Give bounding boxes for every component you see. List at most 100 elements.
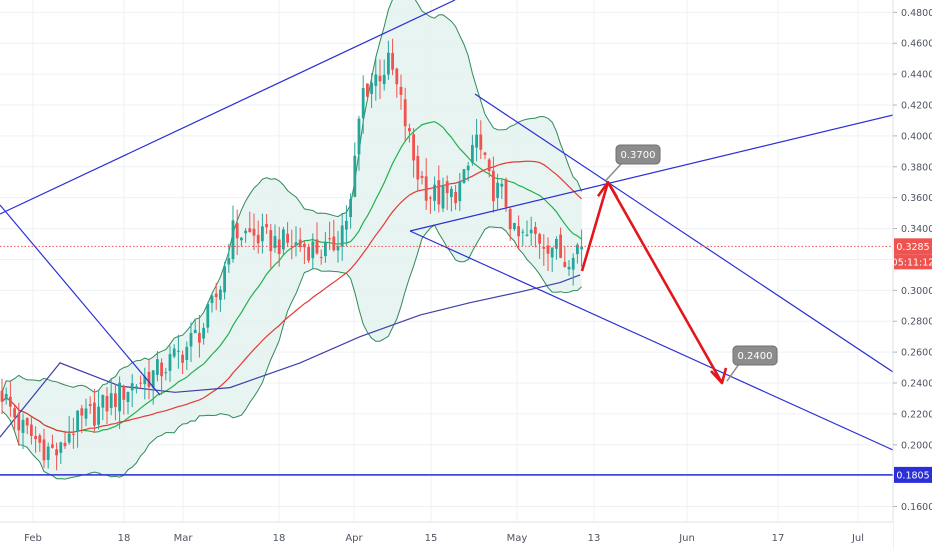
candle-body-78 — [328, 238, 331, 240]
support-price-label: 0.1805 — [896, 470, 929, 481]
candle-body-46 — [193, 329, 197, 334]
candle-body-87 — [366, 83, 369, 97]
candle-body-71 — [298, 239, 302, 248]
trendline-0 — [0, 0, 456, 215]
x-tick-label-4: Apr — [345, 533, 363, 544]
candle-body-90 — [378, 75, 382, 82]
y-tick-label-14: 0.2000 — [901, 440, 932, 451]
candle-body-86 — [361, 88, 365, 119]
candle-body-116 — [487, 159, 491, 171]
candle-body-32 — [135, 386, 138, 388]
y-tick-label-2: 0.4400 — [901, 70, 932, 81]
candle-body-25 — [105, 396, 109, 412]
y-tick-label-11: 0.2600 — [901, 348, 932, 359]
bollinger-upper — [1, 0, 583, 393]
candle-body-65 — [273, 236, 277, 249]
candle-body-61 — [256, 234, 260, 244]
candle-body-108 — [454, 191, 457, 204]
candle-body-72 — [303, 243, 306, 248]
candle-body-63 — [265, 223, 268, 228]
y-tick-label-5: 0.3800 — [901, 162, 932, 173]
candle-body-40 — [168, 354, 172, 371]
candle-body-95 — [399, 86, 403, 95]
candle-body-62 — [261, 226, 264, 242]
candle-body-138 — [580, 246, 583, 250]
candle-body-66 — [277, 239, 281, 254]
candle-body-37 — [156, 359, 159, 375]
x-tick-label-8: Jun — [678, 533, 695, 544]
candle-body-104 — [437, 180, 441, 205]
arrow-head-down — [710, 367, 728, 385]
candle-body-107 — [450, 188, 453, 198]
candle-body-92 — [387, 52, 390, 75]
candle-body-112 — [471, 145, 474, 163]
candle-body-26 — [109, 393, 113, 409]
candle-body-75 — [315, 239, 319, 254]
x-tick-label-6: May — [507, 533, 528, 544]
x-tick-label-5: 15 — [425, 533, 438, 544]
candle-body-10 — [42, 439, 46, 461]
candle-body-35 — [147, 371, 151, 388]
candle-body-88 — [370, 82, 373, 95]
candle-body-74 — [311, 241, 315, 259]
candle-body-33 — [139, 382, 142, 384]
candle-body-73 — [307, 247, 310, 261]
candle-body-28 — [118, 382, 121, 412]
y-tick-label-3: 0.4200 — [901, 101, 932, 112]
y-tick-label-6: 0.3600 — [901, 193, 932, 204]
candle-body-3 — [13, 408, 16, 418]
candle-body-5 — [21, 419, 25, 433]
candle-body-14 — [59, 442, 63, 453]
trendline-4 — [0, 204, 161, 396]
candle-body-135 — [567, 266, 571, 270]
candle-body-137 — [576, 244, 579, 255]
candle-body-24 — [101, 395, 105, 408]
candle-body-89 — [374, 74, 378, 86]
y-tick-label-10: 0.2800 — [901, 317, 932, 328]
candle-body-130 — [546, 245, 550, 254]
candle-body-8 — [34, 435, 37, 440]
candle-body-120 — [504, 179, 508, 207]
y-tick-label-0: 0.4800 — [901, 8, 932, 19]
candle-body-129 — [542, 246, 546, 249]
candle-body-53 — [223, 266, 226, 293]
candle-body-19 — [80, 408, 84, 416]
trendline-3 — [409, 230, 894, 451]
candle-body-70 — [294, 242, 298, 246]
candle-body-83 — [349, 199, 352, 218]
candle-body-94 — [395, 68, 399, 85]
trendlines — [0, 0, 894, 476]
candle-body-29 — [122, 385, 126, 400]
candle-body-119 — [500, 183, 504, 187]
candle-body-123 — [517, 226, 520, 237]
x-tick-label-10: Jul — [851, 533, 864, 544]
candle-body-41 — [172, 348, 176, 357]
candle-body-6 — [25, 418, 29, 426]
candle-body-21 — [88, 404, 92, 407]
candle-body-80 — [336, 246, 340, 251]
candle-body-17 — [72, 433, 75, 435]
y-tick-label-4: 0.4000 — [901, 131, 932, 142]
candle-body-96 — [403, 99, 407, 127]
candle-body-57 — [240, 237, 243, 241]
candle-body-2 — [9, 396, 12, 407]
candle-body-34 — [143, 376, 147, 385]
candle-body-82 — [345, 220, 348, 230]
price-axis-panel — [893, 0, 932, 550]
candle-body-76 — [319, 256, 323, 258]
y-tick-label-16: 0.1600 — [901, 502, 932, 513]
y-tick-label-13: 0.2200 — [901, 409, 932, 420]
candle-body-20 — [84, 408, 88, 419]
candle-body-9 — [38, 435, 42, 443]
y-tick-label-9: 0.3000 — [901, 286, 932, 297]
candle-body-44 — [185, 346, 189, 360]
y-tick-label-7: 0.3400 — [901, 224, 932, 235]
candle-body-12 — [51, 444, 54, 448]
candle-body-51 — [214, 293, 218, 298]
callout-pointer-0 — [605, 162, 623, 181]
candle-body-64 — [269, 230, 273, 252]
candle-body-106 — [445, 181, 449, 194]
candle-body-93 — [391, 52, 394, 70]
